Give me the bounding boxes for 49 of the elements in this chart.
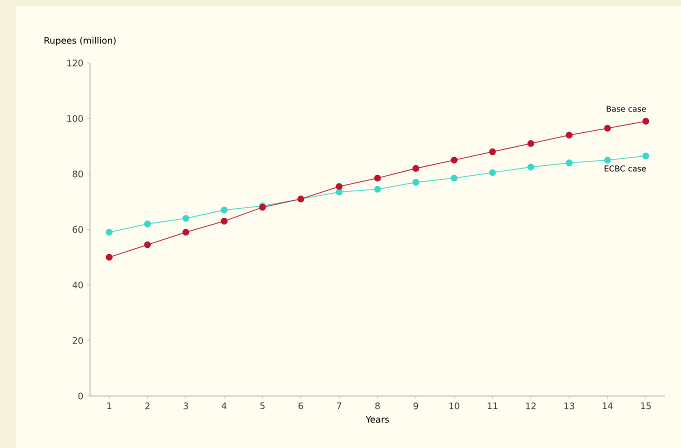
- x-tick-label: 10: [449, 402, 460, 410]
- x-tick-label: 7: [337, 402, 342, 410]
- y-tick-label: 60: [72, 226, 83, 233]
- point: [527, 140, 534, 147]
- point: [144, 241, 151, 248]
- x-tick-label: 8: [375, 402, 380, 410]
- point: [604, 124, 611, 132]
- point: [106, 228, 113, 236]
- point: [566, 132, 573, 139]
- x-tick-label: 5: [260, 402, 265, 410]
- y-tick-label: 120: [67, 60, 83, 66]
- point: [642, 152, 650, 160]
- point: [374, 186, 381, 193]
- point: [450, 156, 458, 164]
- x-tick-label: 1: [107, 402, 112, 410]
- point: [220, 218, 228, 225]
- point: [604, 156, 611, 164]
- x-tick-label: 3: [184, 402, 188, 410]
- x-tick-label: 4: [222, 402, 227, 410]
- point: [450, 174, 458, 182]
- point: [336, 183, 343, 190]
- point: [412, 165, 420, 172]
- y-axis-title: Rupees (million): [44, 36, 116, 46]
- point: [489, 148, 496, 156]
- x-axis-title: Years: [366, 416, 389, 423]
- x-tick-label: 15: [641, 402, 651, 410]
- point: [489, 169, 496, 176]
- y-tick-label: 100: [67, 115, 83, 122]
- x-tick-label: 13: [564, 402, 574, 410]
- point: [144, 220, 151, 228]
- y-tick-label: 20: [72, 337, 83, 344]
- point: [412, 178, 420, 186]
- point: [106, 254, 113, 261]
- x-tick-label: 6: [298, 402, 304, 410]
- point: [182, 228, 190, 236]
- point: [182, 215, 190, 222]
- x-tick-label: 12: [526, 402, 536, 410]
- x-tick-label: 2: [145, 402, 150, 410]
- x-tick-label: 9: [414, 402, 418, 410]
- x-tick-label: 14: [602, 402, 613, 410]
- point: [527, 164, 534, 170]
- point: [220, 206, 228, 214]
- point: [374, 174, 381, 182]
- point: [642, 118, 650, 125]
- point: [566, 160, 573, 166]
- x-tick-label: 11: [488, 402, 498, 410]
- y-tick-label: 0: [78, 392, 83, 400]
- y-tick-label: 40: [72, 282, 83, 288]
- y-tick-label: 80: [72, 170, 83, 178]
